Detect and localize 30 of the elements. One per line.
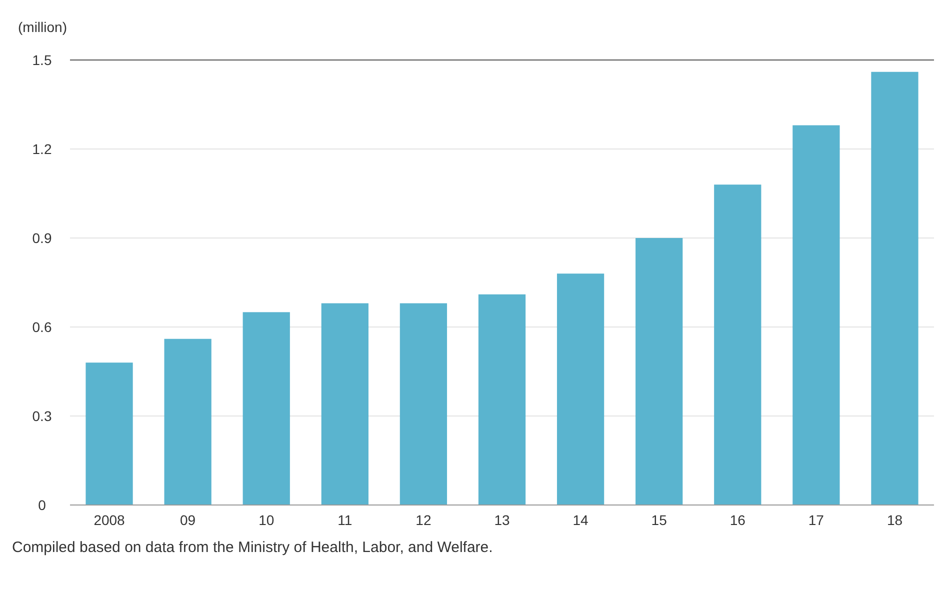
bar <box>871 72 918 505</box>
bar <box>714 184 762 505</box>
x-tick-label: 17 <box>808 512 824 528</box>
y-axis-title: (million) <box>18 19 67 35</box>
x-tick-label: 12 <box>416 512 432 528</box>
bar <box>478 294 526 505</box>
x-tick-label: 09 <box>180 512 196 528</box>
x-tick-label: 13 <box>494 512 510 528</box>
bar <box>86 362 133 505</box>
bar <box>556 274 604 505</box>
x-tick-label: 18 <box>886 512 903 528</box>
bar <box>164 338 212 505</box>
x-tick-label: 15 <box>651 512 668 528</box>
y-tick-label: 0.3 <box>32 408 52 424</box>
bar <box>400 303 448 505</box>
y-tick-label: 0.9 <box>32 230 52 246</box>
x-tick-label: 10 <box>258 512 274 528</box>
text: Compiled based on data from the Ministry of Health, Labor, and Welfare. <box>12 538 494 558</box>
x-tick-label: 11 <box>338 512 352 528</box>
x-tick-label: 2008 <box>94 512 126 528</box>
y-tick-label: 0 <box>38 496 46 513</box>
bar <box>242 312 290 505</box>
y-tick-label: 1.2 <box>32 140 52 157</box>
y-tick-label: 1.5 <box>32 52 52 68</box>
bar <box>636 238 683 505</box>
y-tick-label: 0.6 <box>32 318 52 335</box>
x-tick-label: 16 <box>730 512 746 528</box>
x-tick-label: 14 <box>572 512 589 528</box>
bar <box>321 303 368 505</box>
bar <box>792 125 840 505</box>
